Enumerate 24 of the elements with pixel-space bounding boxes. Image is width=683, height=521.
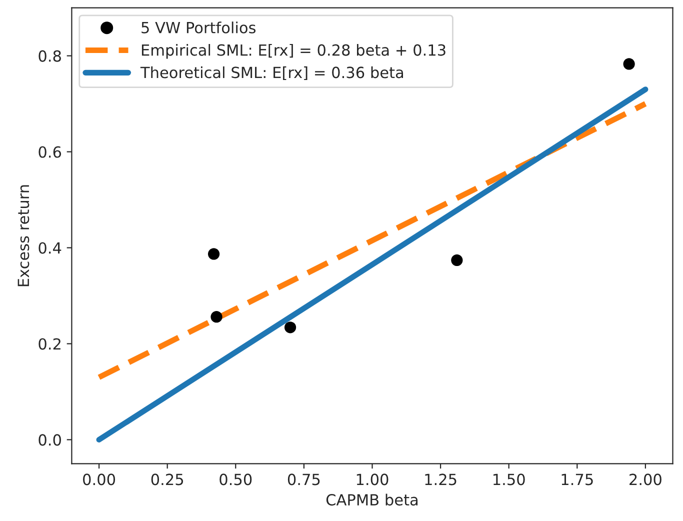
y-tick-label: 0.0	[38, 434, 61, 446]
point	[284, 322, 296, 334]
legend-label: 5 VW Portfolios	[142, 22, 256, 34]
y-tick-label: 0.8	[38, 50, 61, 62]
x-tick-label: 1.75	[562, 474, 593, 486]
x-tick-label: 2.00	[630, 474, 662, 486]
point	[623, 58, 635, 70]
x-axis-title: CAPMB beta	[326, 494, 418, 506]
y-tick-label: 0.4	[38, 242, 62, 254]
x-tick-label: 1.50	[494, 474, 525, 486]
x-tick-label: 0.25	[151, 474, 184, 486]
point	[210, 311, 222, 323]
x-tick-label: 0.75	[288, 474, 320, 486]
x-tick-label: 0.00	[83, 474, 116, 486]
y-axis-title: Excess return	[18, 185, 30, 286]
legend-label: Theoretical SML: E[rx] = 0.36 beta	[140, 66, 403, 80]
point	[451, 254, 463, 266]
point	[208, 248, 220, 260]
legend-label: Empirical SML: E[rx] = 0.28 beta + 0.13	[142, 44, 446, 59]
y-tick-label: 0.2	[38, 338, 60, 350]
x-tick-label: 0.50	[220, 474, 252, 486]
x-tick-label: 1.00	[356, 474, 388, 486]
x-tick-label: 1.25	[425, 474, 456, 486]
y-tick-label: 0.6	[38, 146, 62, 158]
